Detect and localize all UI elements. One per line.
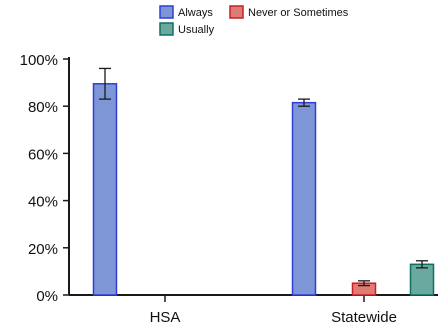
bar-always-hsa	[92, 83, 118, 296]
x-tick-label: HSA	[150, 309, 181, 326]
y-tick-label: 60%	[28, 146, 58, 163]
y-tick-label: 80%	[28, 99, 58, 116]
y-tick-label: 40%	[28, 194, 58, 211]
y-tick-label: 20%	[28, 241, 58, 258]
y-tick-label: 0%	[36, 288, 58, 305]
bar-usually-statewide	[409, 263, 435, 296]
x-tick-label: Statewide	[331, 309, 397, 326]
legend-swatch-usually	[159, 22, 174, 36]
legend-swatch-always	[159, 5, 174, 19]
legend-label-never-or-sometimes: Never or Sometimes	[248, 7, 349, 19]
legend-swatch-never-or-sometimes	[229, 5, 244, 19]
bar-always-statewide	[291, 101, 317, 296]
legend-label-always: Always	[178, 7, 213, 19]
legend-label-usually: Usually	[178, 24, 215, 36]
y-tick-label: 100%	[20, 52, 58, 69]
